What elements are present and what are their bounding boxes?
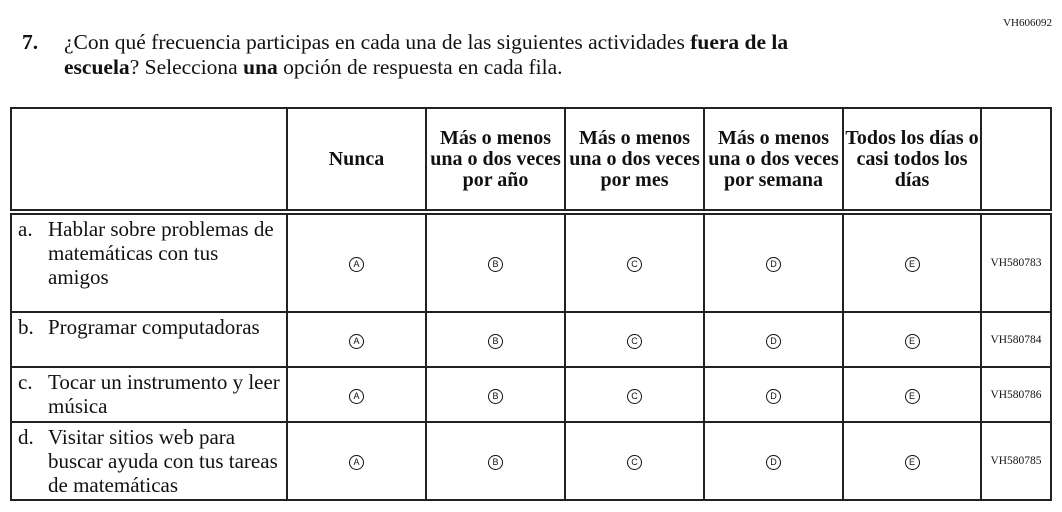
table-row: a. Hablar sobre problemas de matemáticas …: [10, 211, 1052, 313]
question-text: opción de respuesta en cada fila.: [277, 55, 563, 79]
table-row: c. Tocar un instrumento y leer música A B C D…: [10, 366, 1052, 423]
answer-bubble-d[interactable]: D: [766, 388, 781, 404]
answer-bubble-d[interactable]: D: [766, 333, 781, 349]
table-row: b. Programar computadoras A B C D E VH580784: [10, 311, 1052, 368]
row-item-id: VH580785: [980, 421, 1052, 501]
answer-cell: A: [286, 366, 427, 423]
answer-cell: C: [564, 421, 705, 501]
row-label: a. Hablar sobre problemas de matemáticas …: [10, 211, 288, 313]
row-label: b. Programar computadoras: [10, 311, 288, 368]
answer-cell: D: [703, 366, 844, 423]
answer-bubble-e[interactable]: E: [904, 257, 920, 272]
answer-cell: B: [425, 311, 566, 368]
answer-cell: E: [842, 366, 982, 423]
answer-cell: E: [842, 211, 982, 313]
column-header: Todos los días o casi todos los días: [842, 107, 982, 215]
answer-cell: A: [286, 311, 427, 368]
question-text: ¿Con qué frecuencia participas en cada u…: [64, 30, 691, 54]
row-item-id: VH580786: [980, 366, 1052, 423]
answer-cell: D: [703, 311, 844, 368]
row-text: Tocar un instrumento y leer música: [48, 370, 280, 418]
row-letter: b.: [18, 315, 34, 339]
item-code: VH606092: [1003, 17, 1052, 29]
row-letter: d.: [18, 425, 34, 449]
answer-bubble-a[interactable]: A: [349, 388, 364, 404]
answer-bubble-b[interactable]: B: [488, 455, 503, 470]
question-emphasis: fuera de la: [690, 30, 789, 54]
answer-bubble-c[interactable]: C: [627, 388, 642, 404]
column-header: Nunca: [286, 107, 427, 215]
answer-cell: A: [286, 421, 427, 501]
question-emphasis: escuela: [64, 55, 130, 79]
answer-bubble-d[interactable]: D: [766, 455, 781, 470]
row-text: Hablar sobre problemas de matemáticas co…: [48, 217, 274, 289]
row-text: Visitar sitios web para buscar ayuda con…: [48, 425, 278, 497]
answer-bubble-b[interactable]: B: [488, 333, 503, 349]
column-header: Más o menos una o dos veces por mes: [564, 107, 705, 215]
row-label: d. Visitar sitios web para buscar ayuda c…: [10, 421, 288, 501]
row-letter: a.: [18, 217, 33, 241]
row-item-id: VH580783: [980, 211, 1052, 313]
table-row: d. Visitar sitios web para buscar ayuda c…: [10, 421, 1052, 501]
response-grid: Nunca Más o menos una o dos veces por añ…: [10, 107, 1052, 501]
column-header: Más o menos una o dos veces por semana: [703, 107, 844, 215]
answer-bubble-c[interactable]: C: [627, 257, 642, 272]
answer-cell: B: [425, 211, 566, 313]
answer-bubble-a[interactable]: A: [349, 257, 364, 272]
answer-cell: E: [842, 311, 982, 368]
column-header: Más o menos una o dos veces por año: [425, 107, 566, 215]
answer-cell: D: [703, 421, 844, 501]
answer-cell: C: [564, 211, 705, 313]
row-label: c. Tocar un instrumento y leer música: [10, 366, 288, 423]
answer-cell: C: [564, 366, 705, 423]
answer-cell: D: [703, 211, 844, 313]
answer-bubble-d[interactable]: D: [766, 257, 781, 272]
answer-bubble-b[interactable]: B: [488, 257, 503, 272]
answer-bubble-c[interactable]: C: [627, 333, 642, 349]
row-text: Programar computadoras: [48, 315, 260, 339]
header-blank: [980, 107, 1052, 215]
answer-bubble-e[interactable]: E: [904, 455, 920, 470]
answer-cell: B: [425, 366, 566, 423]
row-item-id: VH580784: [980, 311, 1052, 368]
answer-bubble-c[interactable]: C: [627, 455, 642, 470]
answer-cell: E: [842, 421, 982, 501]
question-text: ? Selecciona: [129, 55, 244, 79]
answer-cell: A: [286, 211, 427, 313]
answer-bubble-b[interactable]: B: [488, 388, 503, 404]
answer-bubble-a[interactable]: A: [349, 455, 364, 470]
answer-bubble-e[interactable]: E: [904, 388, 920, 404]
row-letter: c.: [18, 370, 33, 394]
header-blank: [10, 107, 288, 215]
question-emphasis: una: [243, 55, 278, 79]
answer-bubble-e[interactable]: E: [904, 333, 920, 349]
answer-bubble-a[interactable]: A: [349, 333, 364, 349]
answer-cell: B: [425, 421, 566, 501]
answer-cell: C: [564, 311, 705, 368]
question-prompt: 7. ¿Con qué frecuencia participas en cada…: [22, 30, 922, 80]
question-number: 7.: [22, 30, 39, 54]
header-row: Nunca Más o menos una o dos veces por añ…: [10, 107, 1052, 215]
